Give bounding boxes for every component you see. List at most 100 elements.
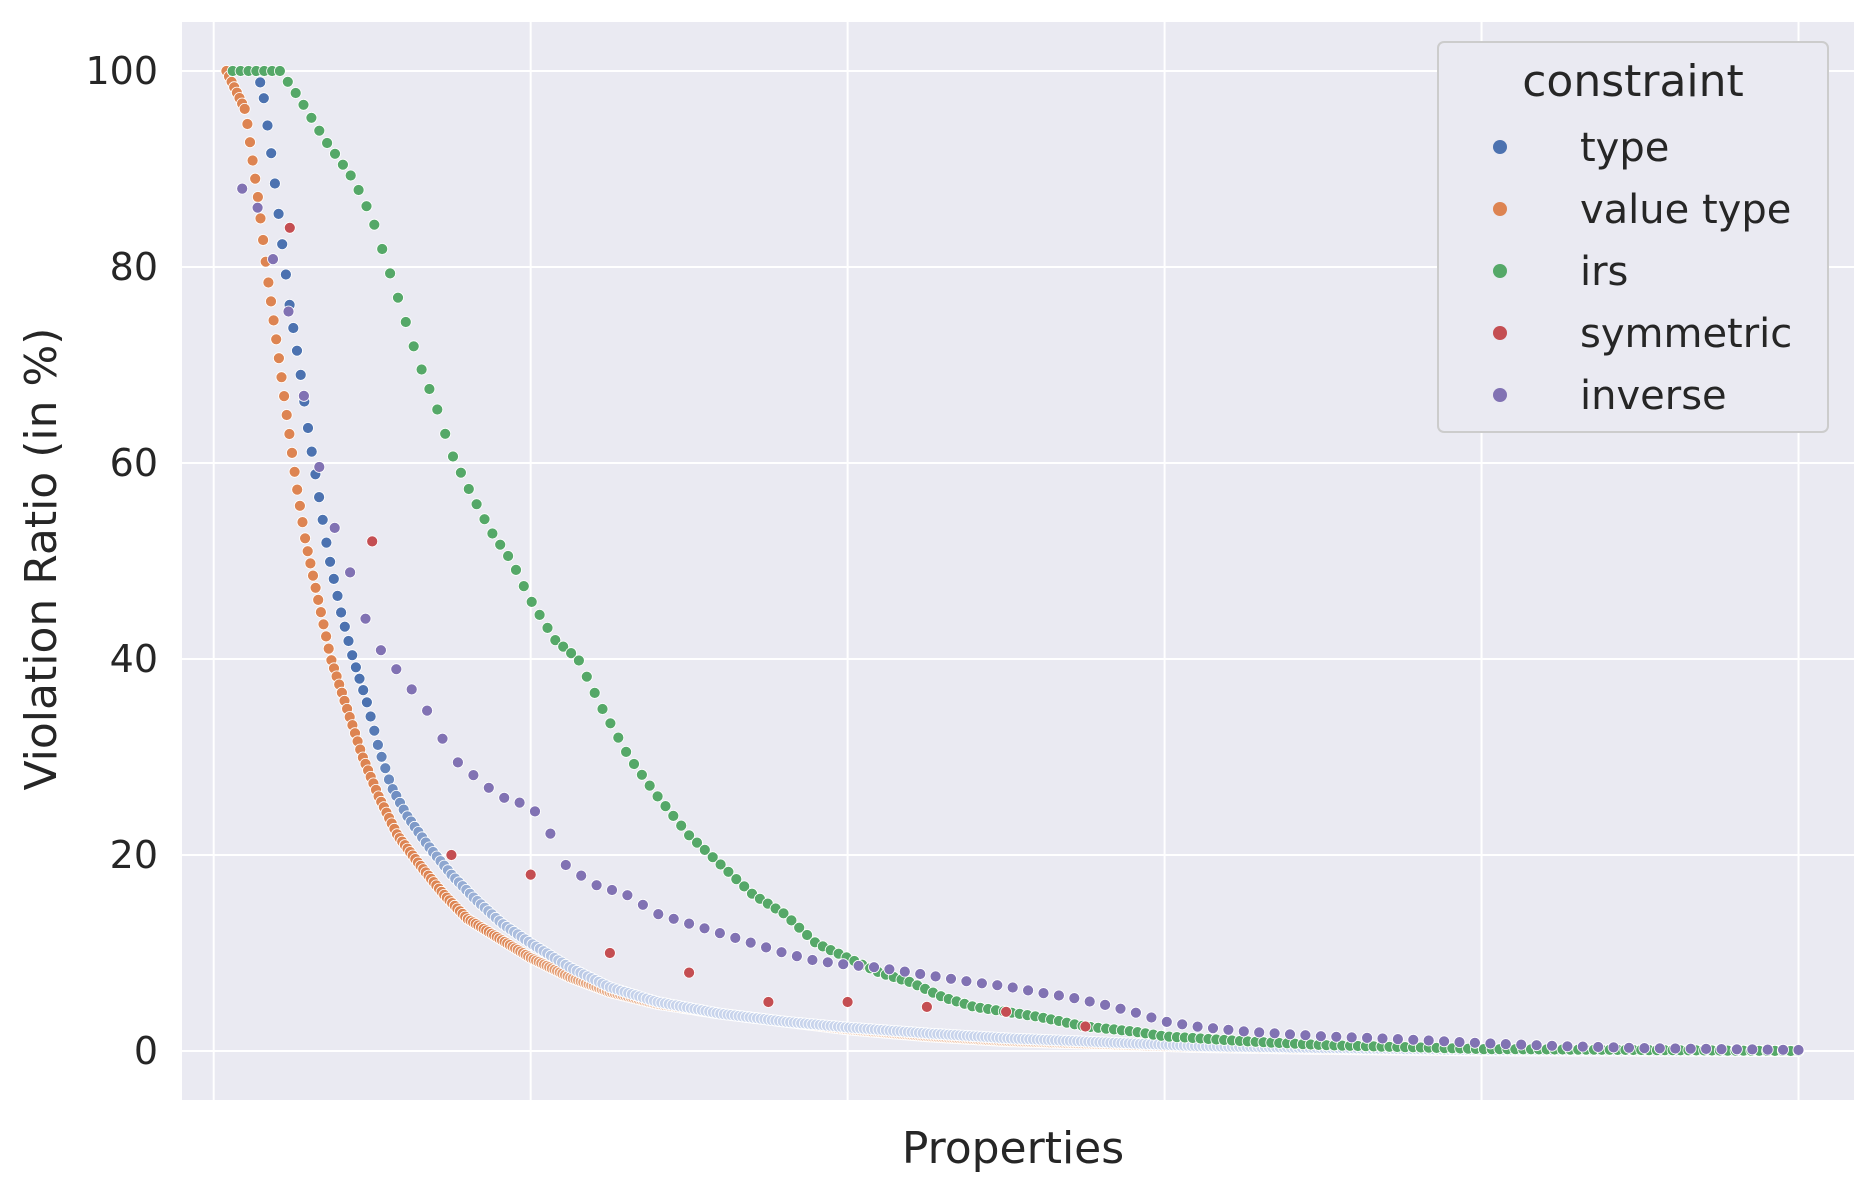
point-irs: [706, 851, 719, 864]
point-inverse: [1653, 1042, 1666, 1055]
point-value-type: [244, 136, 256, 149]
point-inverse: [1191, 1020, 1204, 1033]
point-value-type: [265, 295, 277, 308]
point-value-type: [267, 314, 280, 327]
point-irs: [462, 483, 475, 495]
point-irs: [344, 169, 357, 182]
point-type: [276, 238, 289, 251]
point-inverse: [1284, 1028, 1296, 1041]
point-value-type: [238, 103, 251, 115]
point-inverse: [1237, 1025, 1250, 1038]
point-irs: [313, 124, 326, 137]
point-inverse: [652, 908, 665, 920]
point-irs: [777, 907, 790, 920]
point-value-type: [307, 569, 319, 582]
point-irs: [273, 65, 286, 77]
point-irs: [604, 717, 617, 730]
point-inverse: [837, 958, 850, 971]
point-inverse: [1484, 1037, 1497, 1050]
legend-title: constraint: [1522, 56, 1744, 107]
point-type: [346, 649, 359, 662]
point-irs: [643, 779, 656, 792]
point-inverse: [1592, 1041, 1605, 1053]
point-value-type: [309, 581, 322, 594]
point-inverse: [1453, 1036, 1466, 1048]
point-value-type: [296, 516, 309, 528]
point-type: [261, 119, 274, 132]
point-value-type: [241, 118, 254, 130]
point-inverse: [1392, 1033, 1404, 1045]
point-irs: [470, 498, 483, 511]
x-axis-label: Properties: [902, 1123, 1124, 1174]
point-inverse: [1438, 1035, 1450, 1048]
point-inverse: [821, 956, 834, 969]
point-inverse: [544, 827, 557, 840]
point-irs: [336, 158, 349, 171]
point-inverse: [1130, 1006, 1142, 1019]
point-inverse: [1222, 1023, 1235, 1036]
point-irs: [714, 858, 727, 871]
point-type: [257, 92, 270, 105]
point-value-type: [291, 483, 304, 496]
point-type: [305, 445, 318, 458]
point-value-type: [262, 276, 275, 289]
point-irs: [730, 873, 743, 885]
point-irs: [407, 340, 420, 353]
point-inverse: [251, 201, 264, 214]
point-irs: [494, 538, 507, 551]
point-irs: [423, 383, 436, 395]
point-inverse: [1160, 1016, 1173, 1028]
point-type: [379, 762, 392, 775]
point-irs: [399, 316, 412, 328]
point-inverse: [1053, 989, 1065, 1002]
point-inverse: [868, 961, 880, 974]
point-irs: [376, 243, 389, 255]
point-inverse: [1715, 1043, 1728, 1055]
point-inverse: [683, 917, 695, 930]
point-inverse: [1792, 1044, 1805, 1056]
point-type: [357, 684, 370, 696]
point-inverse: [914, 968, 927, 980]
point-inverse: [482, 781, 495, 794]
point-irs: [502, 550, 515, 562]
point-value-type: [254, 212, 267, 225]
point-inverse: [744, 936, 757, 949]
point-irs: [557, 640, 570, 653]
point-irs: [533, 609, 546, 621]
point-inverse: [529, 805, 541, 818]
point-type: [368, 724, 381, 737]
point-irs: [439, 427, 452, 440]
point-irs: [454, 466, 467, 479]
point-type: [254, 76, 267, 89]
data-points: [220, 65, 1805, 1057]
point-irs: [675, 819, 688, 832]
point-inverse: [1407, 1033, 1420, 1046]
legend-label: irs: [1580, 249, 1628, 295]
point-irs: [321, 137, 334, 149]
point-irs: [667, 810, 680, 822]
point-value-type: [304, 557, 317, 570]
point-irs: [549, 634, 562, 646]
point-type: [302, 422, 314, 434]
legend-label: value type: [1580, 187, 1791, 233]
point-type: [324, 555, 337, 568]
point-symmetric: [762, 996, 775, 1008]
y-tick-label: 100: [85, 49, 158, 93]
point-type: [342, 635, 355, 647]
point-inverse: [1145, 1011, 1158, 1024]
point-irs: [612, 731, 625, 744]
point-irs: [785, 914, 798, 927]
point-inverse: [1268, 1027, 1281, 1040]
point-symmetric: [524, 868, 537, 881]
point-type: [272, 207, 285, 220]
point-inverse: [1068, 992, 1081, 1004]
point-inverse: [1176, 1018, 1189, 1031]
point-inverse: [1638, 1042, 1651, 1054]
point-irs: [565, 647, 577, 659]
point-symmetric: [1000, 1005, 1012, 1018]
point-type: [320, 536, 333, 549]
point-inverse: [945, 972, 957, 985]
point-inverse: [667, 912, 680, 925]
point-irs: [596, 703, 609, 715]
point-inverse: [467, 769, 480, 781]
